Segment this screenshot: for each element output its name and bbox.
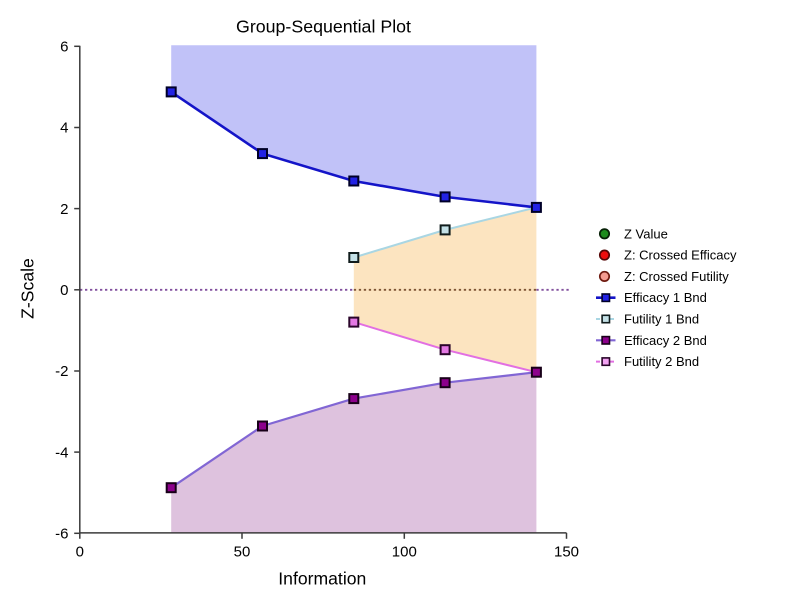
svg-text:Information: Information: [278, 569, 366, 589]
svg-text:100: 100: [392, 544, 417, 561]
svg-text:0: 0: [76, 544, 84, 561]
svg-text:6: 6: [60, 39, 68, 56]
svg-text:-6: -6: [55, 526, 68, 543]
svg-text:50: 50: [234, 544, 251, 561]
svg-text:Efficacy 1 Bnd: Efficacy 1 Bnd: [624, 290, 707, 305]
svg-text:Z: Crossed Futility: Z: Crossed Futility: [624, 269, 729, 284]
svg-text:Z: Crossed Efficacy: Z: Crossed Efficacy: [624, 248, 737, 263]
svg-text:0: 0: [60, 282, 68, 299]
svg-text:Z-Scale: Z-Scale: [18, 258, 38, 319]
svg-text:2: 2: [60, 201, 68, 218]
svg-text:Group-Sequential Plot: Group-Sequential Plot: [236, 16, 411, 36]
svg-text:Z Value: Z Value: [624, 226, 668, 241]
svg-text:Efficacy 2 Bnd: Efficacy 2 Bnd: [624, 333, 707, 348]
svg-text:Futility 2 Bnd: Futility 2 Bnd: [624, 354, 699, 369]
svg-text:-4: -4: [55, 444, 68, 461]
svg-text:150: 150: [554, 544, 579, 561]
svg-text:-2: -2: [55, 363, 68, 380]
svg-text:4: 4: [60, 120, 68, 137]
svg-text:Futility 1 Bnd: Futility 1 Bnd: [624, 312, 699, 327]
